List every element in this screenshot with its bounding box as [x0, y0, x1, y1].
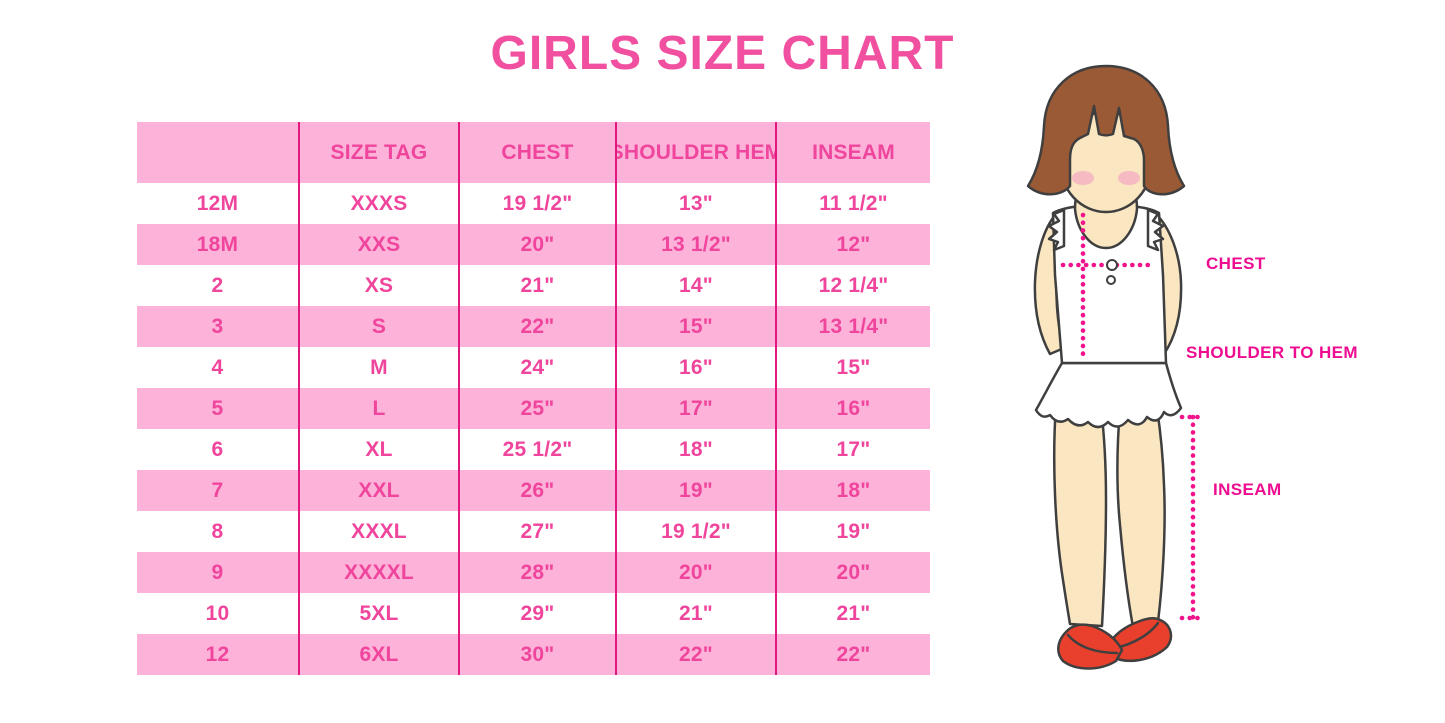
- table-cell: 21": [458, 265, 615, 306]
- table-cell: 17": [615, 388, 775, 429]
- table-cell: 22": [615, 634, 775, 675]
- table-cell: 19 1/2": [615, 511, 775, 552]
- table-cell: 8: [211, 519, 224, 543]
- table-cell: XXS: [298, 224, 458, 265]
- header-cell: SHOULDER HEM: [615, 122, 775, 183]
- table-cell: 24": [458, 347, 615, 388]
- table-cell: 20": [775, 552, 930, 593]
- table-cell: XS: [298, 265, 458, 306]
- table-row: 18M XXS 20" 13 1/2" 12": [137, 224, 930, 265]
- girl-left-leg: [1052, 403, 1108, 628]
- table-cell: 19 1/2": [458, 183, 615, 224]
- table-cell: 29": [458, 593, 615, 634]
- header-row: SIZE TAG CHEST SHOULDER HEM INSEAM: [137, 122, 930, 183]
- girl-skirt: [1034, 361, 1183, 429]
- table-cell: 4: [211, 355, 224, 379]
- table-cell: XXXXL: [298, 552, 458, 593]
- table-row: 3 S 22" 15" 13 1/4": [137, 306, 930, 347]
- table-row: 12M XXXS 19 1/2" 13" 11 1/2": [137, 183, 930, 224]
- girl-top-button-1: [1106, 259, 1118, 271]
- table-cell: 25": [458, 388, 615, 429]
- table-cell: XL: [298, 429, 458, 470]
- header-cell: INSEAM: [775, 122, 930, 183]
- table-cell: L: [298, 388, 458, 429]
- table-cell: XXL: [298, 470, 458, 511]
- page-title: GIRLS SIZE CHART: [490, 27, 955, 80]
- girl-illustration: [1026, 64, 1208, 670]
- table-row: 6 XL 25 1/2" 18" 17": [137, 429, 930, 470]
- table-cell: 15": [615, 306, 775, 347]
- table-cell: 18": [775, 470, 930, 511]
- table-cell: S: [298, 306, 458, 347]
- table-row: 9 XXXXL 28" 20" 20": [137, 552, 930, 593]
- table-cell: 21": [775, 593, 930, 634]
- table-row: 5 L 25" 17" 16": [137, 388, 930, 429]
- table-cell: 22": [458, 306, 615, 347]
- table-cell: 7: [211, 478, 224, 502]
- girl-blush-right: [1118, 171, 1140, 185]
- girl-hair: [1026, 64, 1186, 196]
- table-row: 4 M 24" 16" 15": [137, 347, 930, 388]
- header-cell: [137, 122, 298, 183]
- table-cell: 9: [211, 560, 224, 584]
- table-cell: 5XL: [298, 593, 458, 634]
- table-cell: 16": [775, 388, 930, 429]
- shoulder-to-hem-label: SHOULDER TO HEM: [1186, 343, 1358, 362]
- table-cell: XXXL: [298, 511, 458, 552]
- table-cell: 12": [775, 224, 930, 265]
- table-cell: 12: [205, 642, 230, 666]
- girl-right-leg: [1116, 406, 1166, 629]
- table-cell: 20": [615, 552, 775, 593]
- table-cell: 21": [615, 593, 775, 634]
- table-cell: 15": [775, 347, 930, 388]
- table-cell: 5: [211, 396, 224, 420]
- table-cell: 28": [458, 552, 615, 593]
- table-cell: 18M: [196, 232, 239, 256]
- table-cell: 13 1/4": [775, 306, 930, 347]
- table-cell: M: [298, 347, 458, 388]
- header-cell: SIZE TAG: [298, 122, 458, 183]
- table-cell: 6: [211, 437, 224, 461]
- table-row: 10 5XL 29" 21" 21": [137, 593, 930, 634]
- table-cell: 16": [615, 347, 775, 388]
- table-row: 8 XXXL 27" 19 1/2" 19": [137, 511, 930, 552]
- table-row: 12 6XL 30" 22" 22": [137, 634, 930, 675]
- table-cell: 27": [458, 511, 615, 552]
- table-cell: 17": [775, 429, 930, 470]
- girl-top-button-2: [1106, 275, 1116, 285]
- table-cell: 13": [615, 183, 775, 224]
- header-cell: CHEST: [458, 122, 615, 183]
- table-row: 7 XXL 26" 19" 18": [137, 470, 930, 511]
- table-cell: 19": [615, 470, 775, 511]
- table-row: 2 XS 21" 14" 12 1/4": [137, 265, 930, 306]
- girl-left-shoe: [1057, 623, 1124, 670]
- table-cell: 12M: [196, 191, 239, 215]
- table-cell: 14": [615, 265, 775, 306]
- table-cell: 6XL: [298, 634, 458, 675]
- table-cell: 30": [458, 634, 615, 675]
- table-cell: 13 1/2": [615, 224, 775, 265]
- table-cell: 12 1/4": [775, 265, 930, 306]
- girl-right-shoulder-ruffle: [1146, 208, 1165, 252]
- table-cell: 11 1/2": [775, 183, 930, 224]
- table-cell: 19": [775, 511, 930, 552]
- size-chart-table-body: 12M XXXS 19 1/2" 13" 11 1/2" 18M XXS 20" 13 1/2"…: [137, 183, 930, 675]
- table-cell: 18": [615, 429, 775, 470]
- table-cell: 10: [205, 601, 230, 625]
- girl-left-shoe-strap: [1066, 633, 1119, 655]
- table-cell: 26": [458, 470, 615, 511]
- table-cell: 25 1/2": [458, 429, 615, 470]
- table-cell: 20": [458, 224, 615, 265]
- table-cell: 2: [211, 273, 224, 297]
- girl-left-shoulder-ruffle: [1047, 208, 1066, 252]
- inseam-label: INSEAM: [1213, 480, 1282, 499]
- girl-illustration-wrap: [1000, 60, 1445, 720]
- table-cell: XXXS: [298, 183, 458, 224]
- table-cell: 3: [211, 314, 224, 338]
- chest-label: CHEST: [1206, 254, 1266, 273]
- girl-blush-left: [1072, 171, 1094, 185]
- size-chart-table: SIZE TAG CHEST SHOULDER HEM INSEAM 12M XXXS 1…: [137, 122, 930, 675]
- table-cell: 22": [775, 634, 930, 675]
